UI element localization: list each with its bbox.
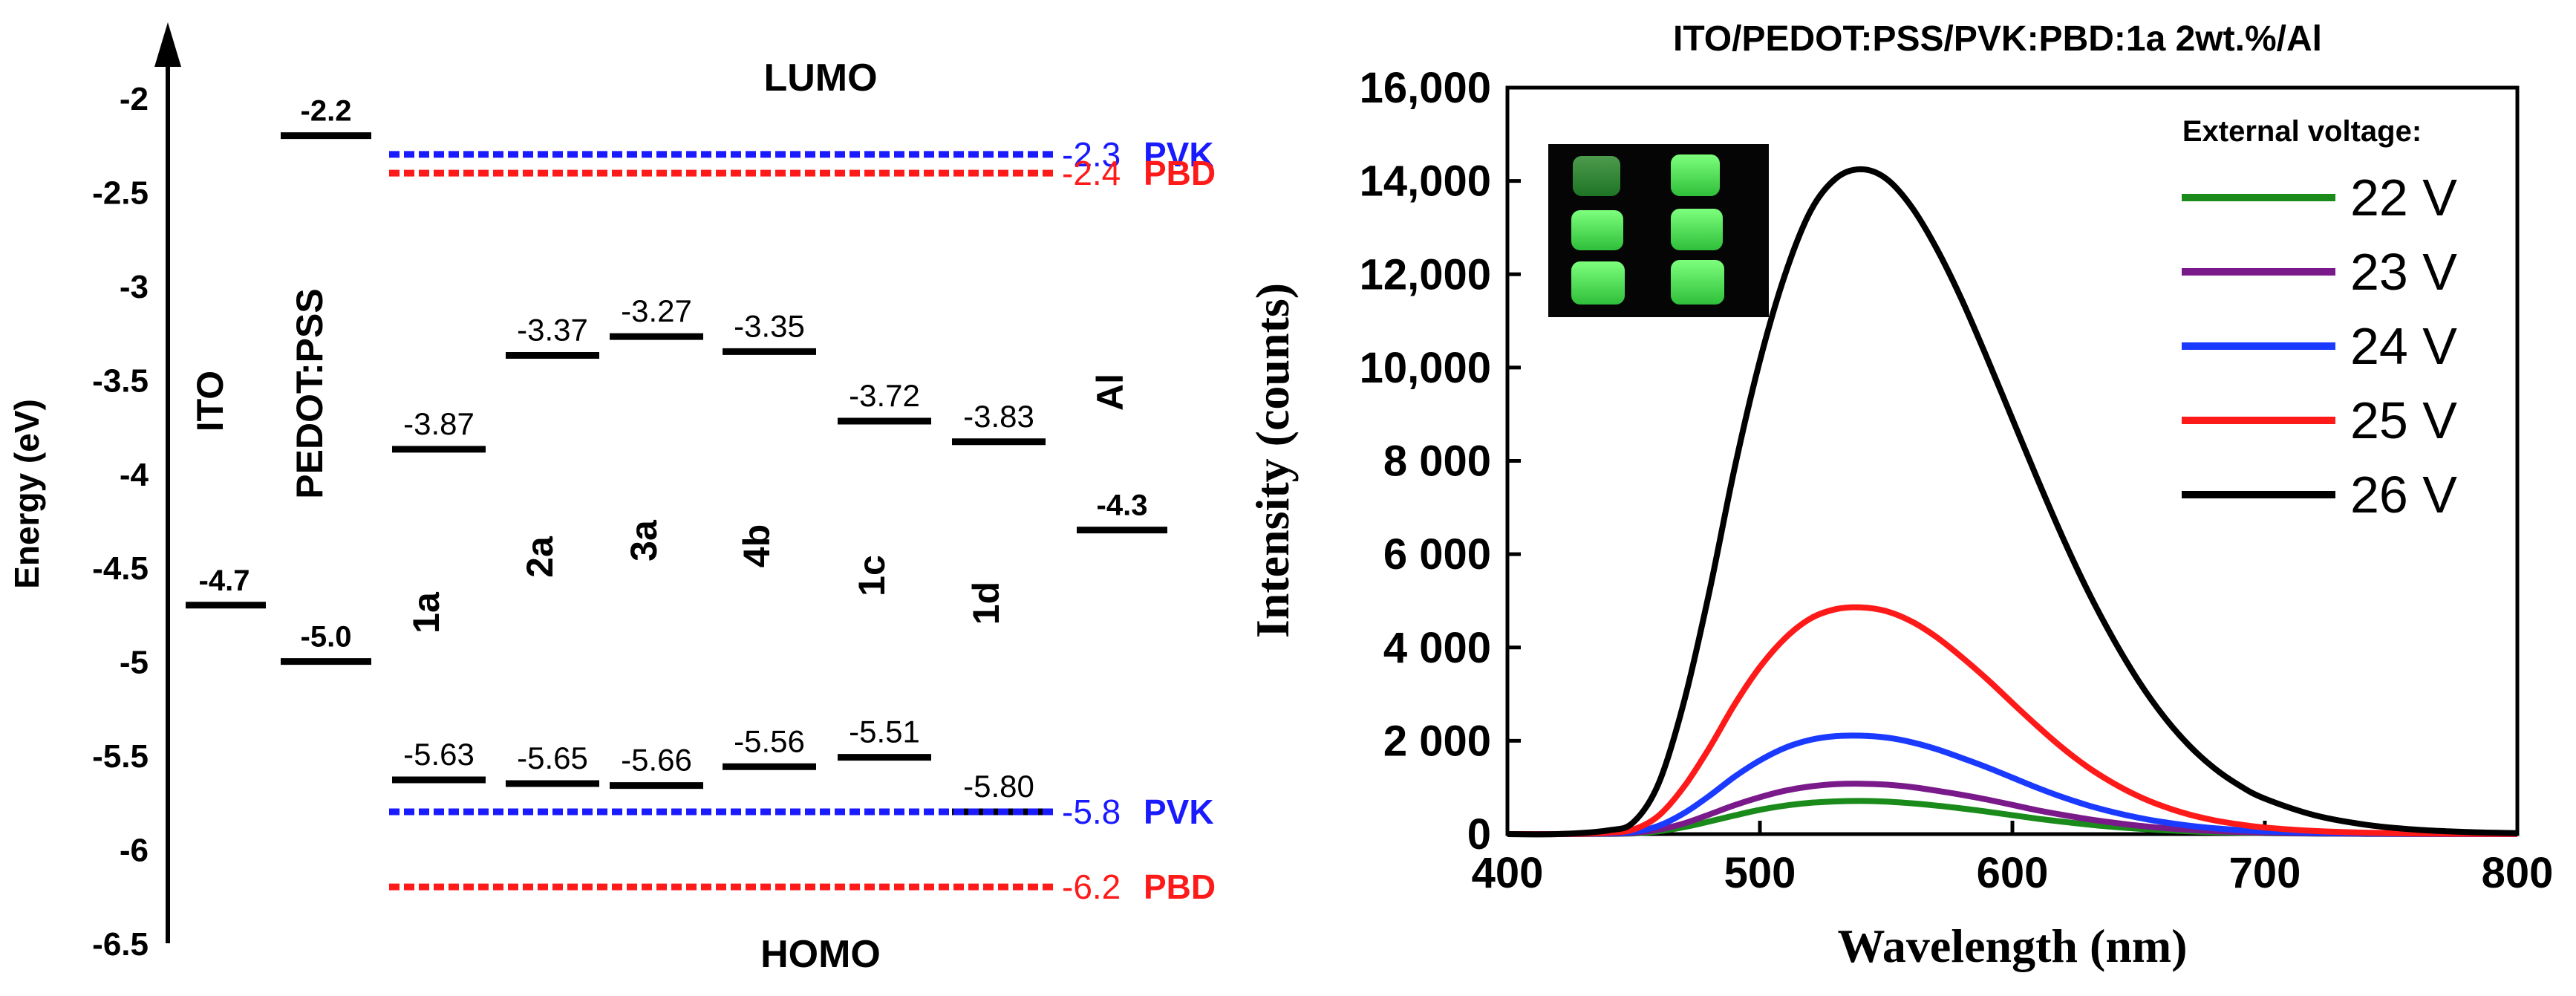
homo-value-1d: -5.80	[963, 769, 1034, 804]
device-pixel	[1671, 154, 1720, 196]
x-axis-label: Wavelength (nm)	[1837, 919, 2187, 972]
material-label-1d: 1d	[965, 582, 1007, 625]
device-pixel	[1571, 210, 1623, 250]
lumo-value-1d: -3.83	[963, 399, 1034, 434]
energy-tick-label: -5	[120, 645, 149, 681]
homo-value-2a: -5.65	[517, 741, 588, 775]
material-label-1c: 1c	[851, 555, 893, 596]
energy-tick-label: -5.5	[92, 738, 149, 775]
spectrum-series	[1507, 166, 2518, 838]
energy-tick-label: -6.5	[92, 926, 149, 963]
lumo-value-4b: -3.35	[734, 308, 805, 343]
lumo-value-1c: -3.72	[849, 378, 920, 413]
pvk-homo-name: PVK	[1144, 792, 1214, 831]
energy-level-diagram: -2 -2.5 -3 -3.5 -4 -4.5 -5 -5.5 -6 -6.5 Energy (e…	[7, 22, 1216, 976]
homo-value-1c: -5.51	[849, 715, 920, 749]
pedot-pss-label: PEDOT:PSS	[289, 288, 330, 498]
homo-label: HOMO	[760, 933, 881, 976]
homo-value-1a: -5.63	[403, 737, 475, 772]
host-dashed-levels: -2.3 PVK -5.8 PVK -2.4 PBD -6.2 PBD	[389, 135, 1216, 906]
x-tick-label: 600	[1977, 849, 2049, 897]
material-label-1a: 1a	[405, 591, 447, 634]
ito-label: ITO	[189, 371, 231, 432]
energy-tick-label: -4.5	[92, 550, 149, 587]
device-pixel	[1573, 156, 1620, 196]
ito-level-value: -4.7	[199, 564, 250, 597]
legend: 22 V 23 V 24 V 25 V 26 V	[2182, 169, 2457, 524]
x-tick-label: 700	[2229, 849, 2301, 897]
series-line-24v	[1507, 732, 2518, 838]
pvk-homo-value: -5.8	[1062, 792, 1121, 831]
x-ticks: 400 500 600 700 800	[1472, 821, 2554, 897]
lumo-label: LUMO	[763, 56, 877, 100]
energy-tick-label: -6	[120, 833, 149, 869]
legend-title: External voltage:	[2182, 115, 2422, 148]
energy-axis-arrow-icon	[154, 22, 181, 67]
lumo-value-2a: -3.37	[517, 312, 588, 347]
energy-tick-label: -3	[120, 269, 149, 305]
homo-value-4b: -5.56	[734, 723, 805, 758]
pbd-lumo-name: PBD	[1144, 154, 1216, 192]
energy-tick-label: -3.5	[92, 362, 149, 399]
pbd-lumo-value: -2.4	[1062, 154, 1121, 192]
device-pixel	[1571, 261, 1625, 305]
material-labels: 1a 2a 3a 4b 1c 1d	[405, 519, 1007, 634]
inset-photo	[1548, 144, 1769, 317]
energy-levels: -4.7 -2.2 -5.0 -4.3 -3.87 -5.63 -3.37 -5.65 -3.2…	[186, 95, 1167, 816]
al-level-value: -4.3	[1097, 489, 1148, 522]
energy-y-ticks: -2 -2.5 -3 -3.5 -4 -4.5 -5 -5.5 -6 -6.5	[92, 81, 149, 963]
y-tick-label: 16,000	[1360, 64, 1491, 112]
x-tick-label: 400	[1472, 849, 1544, 897]
energy-y-axis-label: Energy (eV)	[7, 399, 46, 589]
pvk-lumo-value: -2.3	[1062, 135, 1121, 174]
legend-label: 25 V	[2350, 391, 2457, 449]
x-tick-label: 500	[1724, 849, 1796, 897]
y-tick-label: 14,000	[1360, 157, 1491, 206]
lumo-value-3a: -3.27	[621, 293, 692, 328]
y-tick-label: 10,000	[1360, 344, 1491, 392]
material-label-4b: 4b	[736, 524, 777, 567]
pbd-homo-name: PBD	[1144, 868, 1216, 906]
pvk-lumo-name: PVK	[1144, 135, 1214, 174]
y-ticks: 0 2 000 4 000 6 000 8 000 10,000 12,000 14,000 1…	[1360, 64, 1521, 859]
lumo-value-1a: -3.87	[403, 406, 475, 441]
energy-tick-label: -2	[120, 81, 149, 117]
legend-label: 23 V	[2350, 243, 2457, 301]
material-label-2a: 2a	[519, 536, 561, 578]
legend-label: 26 V	[2350, 466, 2457, 524]
energy-tick-label: -2.5	[92, 175, 149, 211]
legend-label: 22 V	[2350, 169, 2457, 227]
pedot-lumo-value: -2.2	[301, 95, 352, 128]
al-label: Al	[1089, 374, 1131, 411]
x-tick-label: 800	[2482, 849, 2554, 897]
series-line-25v	[1507, 604, 2518, 838]
pedot-level-value: -5.0	[301, 621, 352, 654]
series-line-26v	[1507, 166, 2518, 838]
y-tick-label: 8 000	[1383, 437, 1491, 486]
homo-value-3a: -5.66	[621, 743, 692, 778]
y-tick-label: 2 000	[1383, 717, 1491, 765]
y-tick-label: 0	[1467, 810, 1491, 859]
el-spectrum-chart: ITO/PEDOT:PSS/PVK:PBD:1a 2wt.%/Al 400 500…	[1246, 19, 2553, 972]
material-label-3a: 3a	[623, 519, 665, 562]
device-pixel	[1671, 260, 1724, 305]
legend-label: 24 V	[2350, 317, 2457, 375]
energy-tick-label: -4	[120, 457, 149, 493]
y-tick-label: 4 000	[1383, 624, 1491, 672]
spectrum-title: ITO/PEDOT:PSS/PVK:PBD:1a 2wt.%/Al	[1673, 19, 2322, 59]
pbd-homo-value: -6.2	[1062, 868, 1121, 906]
y-tick-label: 12,000	[1360, 250, 1491, 299]
y-axis-label: Intensity (counts)	[1246, 283, 1299, 638]
device-pixel	[1671, 209, 1723, 250]
y-tick-label: 6 000	[1383, 530, 1491, 579]
